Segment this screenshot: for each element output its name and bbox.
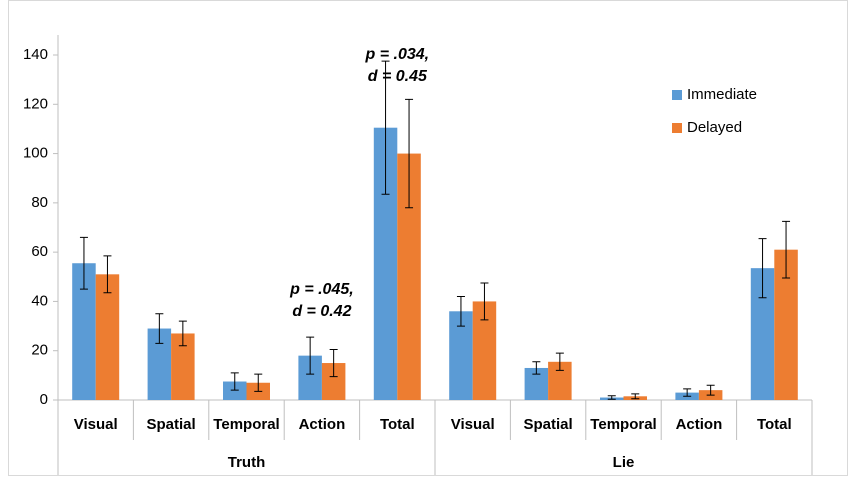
error-bar — [230, 372, 239, 391]
y-tick-label: 40 — [31, 292, 48, 309]
error-bar — [706, 384, 715, 396]
bar — [171, 333, 195, 400]
bar — [223, 381, 247, 400]
error-bar — [683, 388, 692, 397]
x-tick-label: Temporal — [213, 416, 279, 433]
bar — [548, 361, 572, 400]
error-bar — [254, 373, 263, 392]
error-bar — [306, 336, 315, 375]
legend-swatch — [672, 123, 682, 133]
annotation: d = 0.45 — [368, 68, 428, 85]
bar — [397, 153, 421, 400]
error-bar — [631, 393, 640, 400]
y-tick-label: 100 — [23, 145, 48, 162]
error-bar — [103, 255, 112, 294]
error-bar — [607, 395, 616, 400]
error-bar — [782, 220, 791, 279]
y-tick-label: 120 — [23, 95, 48, 112]
y-tick-label: 140 — [23, 46, 48, 63]
legend-swatch — [672, 90, 682, 100]
bar — [524, 367, 549, 400]
error-bar — [758, 238, 767, 299]
error-bar — [480, 282, 489, 321]
x-tick-label: Visual — [74, 416, 118, 433]
error-bar — [456, 296, 465, 327]
y-tick-label: 0 — [40, 391, 48, 408]
legend-label: Immediate — [687, 86, 757, 103]
error-bar — [555, 352, 564, 371]
error-bar — [405, 98, 414, 209]
bar — [472, 301, 497, 400]
bar — [95, 274, 120, 400]
annotation: p = .045, — [289, 281, 354, 298]
error-bar — [79, 236, 88, 290]
bar — [373, 127, 398, 401]
x-tick-label: Total — [757, 416, 792, 433]
bar — [449, 311, 473, 400]
annotation: p = .034, — [365, 46, 430, 63]
bar — [298, 355, 322, 400]
bar — [72, 263, 96, 400]
x-tick-label: Spatial — [524, 416, 573, 433]
chart-frame — [8, 0, 848, 476]
error-bar — [329, 348, 338, 378]
x-tick-label: Temporal — [590, 416, 656, 433]
x-tick-label: Action — [676, 416, 723, 433]
annotation: d = 0.42 — [292, 303, 351, 320]
error-bar — [155, 313, 164, 344]
bar — [147, 328, 172, 400]
group-label: Truth — [228, 454, 266, 471]
error-bar — [178, 320, 187, 347]
error-bar — [381, 60, 390, 195]
legend-label: Delayed — [687, 119, 742, 136]
bar — [774, 249, 798, 400]
bar — [750, 268, 775, 400]
x-tick-label: Visual — [451, 416, 495, 433]
bar — [321, 363, 346, 400]
x-tick-label: Action — [299, 416, 346, 433]
x-tick-label: Spatial — [147, 416, 196, 433]
x-tick-label: Total — [380, 416, 415, 433]
y-tick-label: 60 — [31, 243, 48, 260]
group-label: Lie — [613, 454, 635, 471]
y-tick-label: 80 — [31, 194, 48, 211]
error-bar — [532, 361, 541, 375]
y-tick-label: 20 — [31, 342, 48, 359]
